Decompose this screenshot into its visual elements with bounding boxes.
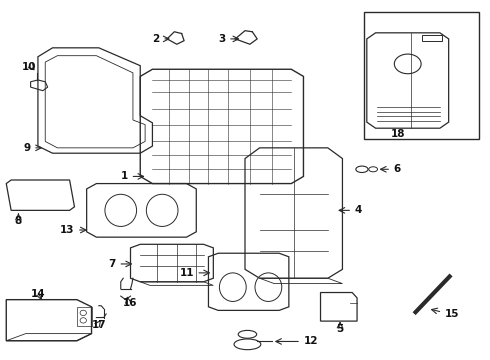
Text: 14: 14: [30, 289, 45, 299]
Bar: [365, 12, 479, 139]
Text: 15: 15: [445, 309, 459, 319]
Text: 2: 2: [152, 34, 160, 44]
Text: 11: 11: [179, 268, 194, 278]
Text: 17: 17: [92, 320, 106, 330]
Text: 12: 12: [303, 337, 318, 346]
Text: 9: 9: [24, 143, 30, 153]
Text: 4: 4: [355, 205, 362, 215]
Text: 7: 7: [108, 259, 116, 269]
Text: 5: 5: [336, 324, 343, 334]
Text: 10: 10: [22, 62, 36, 72]
Text: 3: 3: [218, 34, 225, 44]
Text: 13: 13: [60, 225, 74, 235]
Text: 18: 18: [391, 129, 406, 139]
Text: 6: 6: [393, 164, 401, 174]
Text: 1: 1: [121, 171, 128, 181]
Text: 16: 16: [123, 298, 138, 308]
Bar: [422, 35, 442, 41]
Text: 8: 8: [15, 216, 22, 226]
